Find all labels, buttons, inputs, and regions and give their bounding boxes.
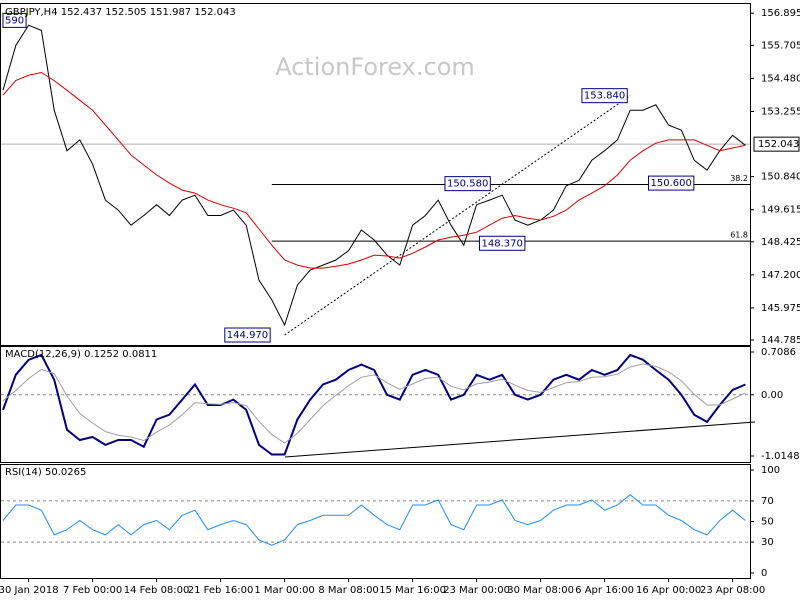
x-tick-label: 15 Mar 16:00 — [379, 585, 446, 596]
y-tick-label: 50 — [761, 517, 774, 528]
series-line — [2, 353, 746, 456]
last-price-label: 152.043 — [758, 139, 799, 150]
annotation-label: 144.970 — [227, 330, 268, 341]
x-tick-label: 7 Feb 00:00 — [63, 585, 122, 596]
series-line — [2, 24, 746, 327]
y-tick-label: 30 — [761, 537, 774, 548]
series-line — [2, 71, 746, 269]
annotation-label: 153.840 — [584, 91, 625, 102]
y-tick-label: 0 — [761, 568, 767, 579]
macd-trend-line — [284, 421, 756, 458]
y-tick-label: 148.425 — [761, 237, 800, 248]
y-tick-label: 154.480 — [761, 73, 800, 84]
y-tick-label: 156.895 — [761, 8, 800, 19]
y-tick-label: 144.785 — [761, 335, 800, 346]
x-tick-label: 8 Mar 08:00 — [318, 585, 378, 596]
annotation-box — [2, 12, 27, 28]
annotation-label: 150.600 — [650, 178, 691, 189]
annotation-label: 148.370 — [482, 238, 523, 249]
series-line — [2, 494, 746, 546]
y-tick-label: 147.200 — [761, 270, 800, 281]
x-tick-label: 23 Mar 00:00 — [443, 585, 510, 596]
price-pane — [0, 3, 751, 346]
y-tick-label: 100 — [761, 465, 780, 476]
series-line — [2, 363, 746, 444]
pane-title: GBPJPY,H4 152.437 152.505 151.987 152.04… — [5, 7, 236, 18]
annotation-label: 590 — [5, 15, 24, 26]
y-tick-label: -1.0148 — [761, 451, 800, 462]
fib-label: 38.2 — [730, 174, 748, 183]
pane-title: MACD(12,26,9) 0.1252 0.0811 — [5, 349, 157, 360]
x-tick-label: 21 Feb 16:00 — [188, 585, 254, 596]
y-tick-label: 70 — [761, 496, 774, 507]
macd-pane — [0, 346, 751, 463]
x-tick-label: 14 Feb 08:00 — [124, 585, 190, 596]
annotation-box — [647, 175, 695, 191]
x-tick-label: 6 Apr 16:00 — [575, 585, 634, 596]
y-tick-label: 155.705 — [761, 40, 800, 51]
y-tick-label: 145.975 — [761, 303, 800, 314]
y-tick-label: 149.615 — [761, 205, 800, 216]
y-tick-label: 153.255 — [761, 106, 800, 117]
x-tick-label: 30 Mar 08:00 — [507, 585, 574, 596]
annotation-box — [444, 176, 491, 192]
watermark: ActionForex.com — [275, 53, 475, 81]
annotation-box — [581, 88, 628, 104]
last-price-box — [753, 136, 800, 152]
x-tick-label: 1 Mar 00:00 — [254, 585, 314, 596]
annotation-box — [479, 235, 526, 251]
y-tick-label: 150.840 — [761, 172, 800, 183]
fib-label: 61.8 — [730, 231, 748, 240]
y-tick-label: 0.00 — [761, 390, 783, 401]
annotation-box — [224, 327, 271, 343]
y-tick-label: 0.7086 — [761, 347, 796, 358]
pane-title: RSI(14) 50.0265 — [5, 467, 86, 478]
x-tick-label: 16 Apr 00:00 — [636, 585, 701, 596]
x-tick-label: 23 Apr 08:00 — [700, 585, 765, 596]
annotation-label: 150.580 — [447, 179, 488, 190]
x-tick-label: 30 Jan 2018 — [0, 585, 59, 596]
